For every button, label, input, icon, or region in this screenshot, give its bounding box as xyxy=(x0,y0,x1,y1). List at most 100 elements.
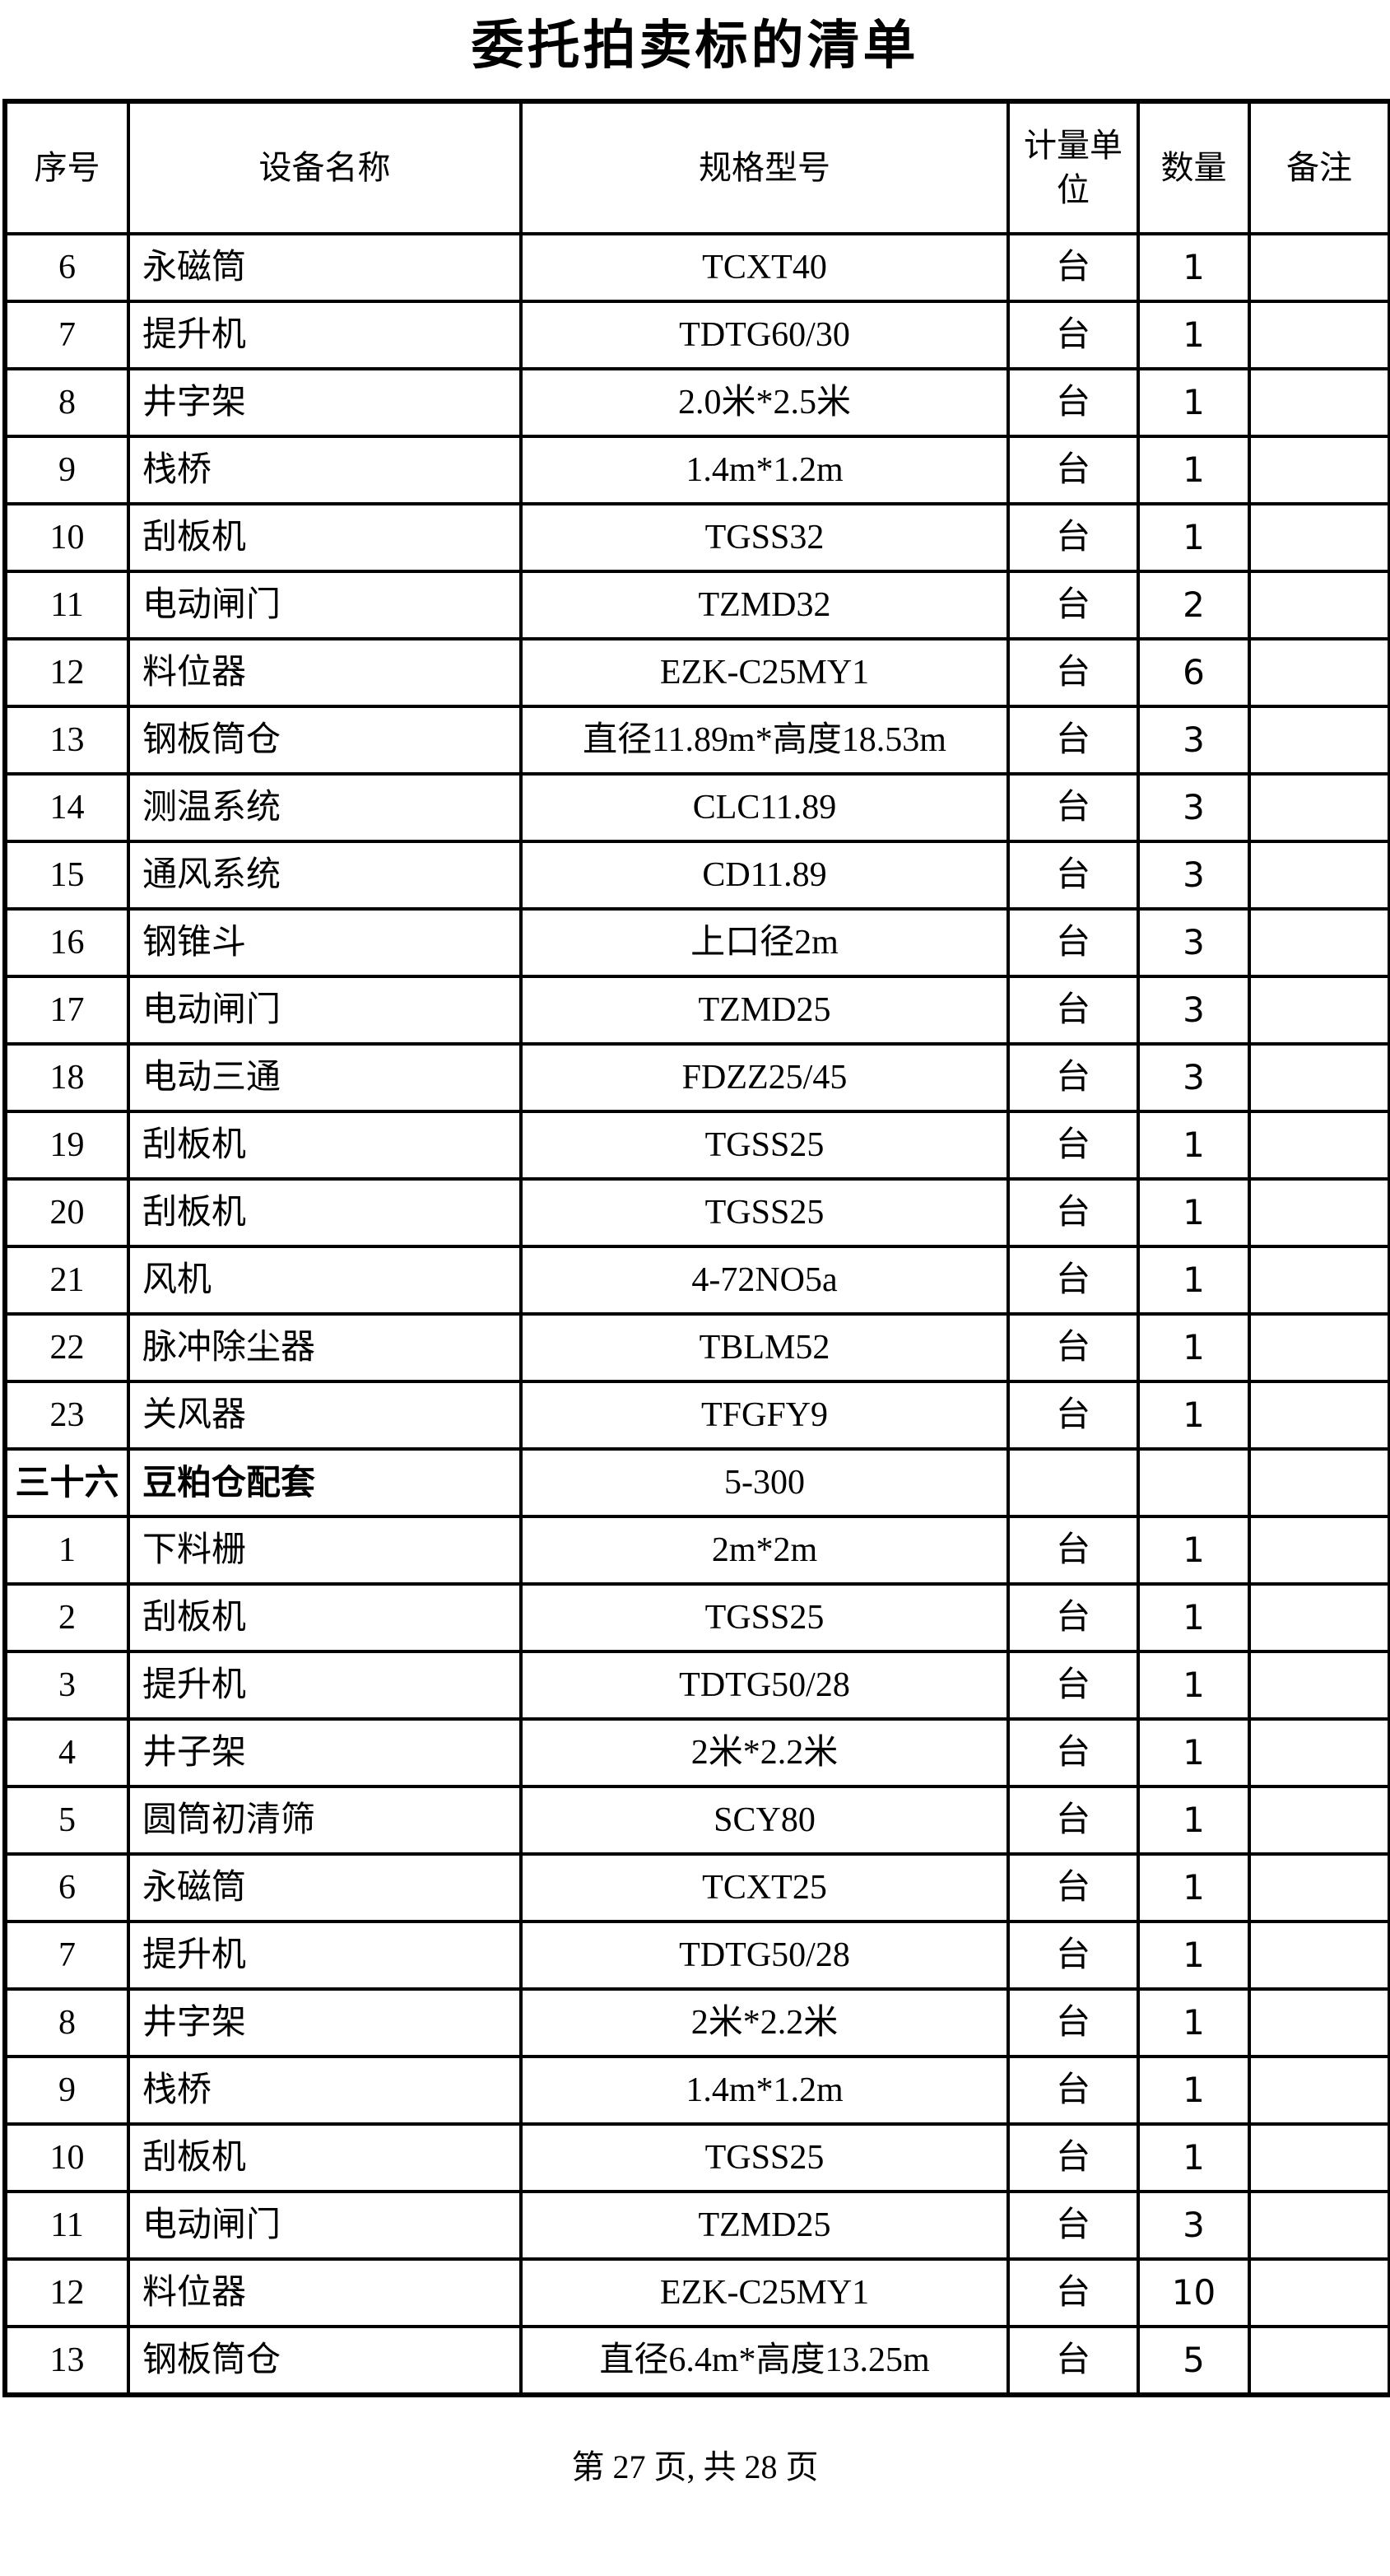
cell-equipment-name: 钢板筒仓 xyxy=(127,705,523,776)
cell-serial-number: 3 xyxy=(3,1650,130,1721)
table-row: 11 电动闸门 TZMD25 台 3 xyxy=(3,2190,1390,2261)
cell-equipment-name: 关风器 xyxy=(127,1380,523,1451)
cell-serial-number: 19 xyxy=(3,1110,130,1181)
cell-equipment-name: 电动闸门 xyxy=(127,570,523,641)
cell-remark xyxy=(1248,1042,1390,1113)
cell-quantity: 1 xyxy=(1137,2055,1251,2126)
cell-serial-number: 13 xyxy=(3,705,130,776)
cell-serial-number: 9 xyxy=(3,435,130,505)
cell-serial-number: 4 xyxy=(3,1717,130,1788)
cell-quantity: 1 xyxy=(1137,1987,1251,2058)
cell-spec-model: 2米*2.2米 xyxy=(519,1987,1010,2058)
cell-quantity: 1 xyxy=(1137,1852,1251,1923)
cell-equipment-name: 钢板筒仓 xyxy=(127,2325,523,2397)
table-header-row: 序号 设备名称 规格型号 计量单位 数量 备注 xyxy=(3,100,1390,235)
cell-serial-number: 7 xyxy=(3,1920,130,1991)
cell-spec-model: TGSS25 xyxy=(519,1582,1010,1653)
table-row: 7 提升机 TDTG50/28 台 1 xyxy=(3,1920,1390,1991)
cell-spec-model: SCY80 xyxy=(519,1785,1010,1856)
cell-unit: 台 xyxy=(1006,1042,1140,1113)
cell-equipment-name: 圆筒初清筛 xyxy=(127,1785,523,1856)
cell-equipment-name: 栈桥 xyxy=(127,2055,523,2126)
page-title: 委托拍卖标的清单 xyxy=(471,16,919,77)
cell-unit: 台 xyxy=(1006,1312,1140,1383)
cell-unit: 台 xyxy=(1006,1987,1140,2058)
cell-serial-number: 10 xyxy=(3,2122,130,2193)
table-row: 5 圆筒初清筛 SCY80 台 1 xyxy=(3,1785,1390,1856)
cell-quantity: 1 xyxy=(1137,1312,1251,1383)
cell-quantity: 1 xyxy=(1137,1177,1251,1248)
cell-equipment-name: 豆粕仓配套 xyxy=(127,1447,523,1518)
cell-quantity: 1 xyxy=(1137,1515,1251,1586)
cell-unit: 台 xyxy=(1006,840,1140,911)
cell-spec-model: 1.4m*1.2m xyxy=(519,435,1010,505)
cell-spec-model: TDTG50/28 xyxy=(519,1650,1010,1721)
cell-serial-number: 5 xyxy=(3,1785,130,1856)
cell-spec-model: TCXT25 xyxy=(519,1852,1010,1923)
cell-spec-model: 5-300 xyxy=(519,1447,1010,1518)
cell-serial-number: 20 xyxy=(3,1177,130,1248)
cell-remark xyxy=(1248,570,1390,641)
cell-equipment-name: 永磁筒 xyxy=(127,1852,523,1923)
cell-equipment-name: 提升机 xyxy=(127,1920,523,1991)
cell-serial-number: 12 xyxy=(3,637,130,708)
cell-remark xyxy=(1248,975,1390,1046)
cell-quantity: 10 xyxy=(1137,2257,1251,2328)
col-header-unit: 计量单位 xyxy=(1006,100,1140,235)
cell-equipment-name: 刮板机 xyxy=(127,2122,523,2193)
cell-unit: 台 xyxy=(1006,2055,1140,2126)
cell-equipment-name: 永磁筒 xyxy=(127,232,523,303)
cell-spec-model: TGSS25 xyxy=(519,1110,1010,1181)
table-row: 15 通风系统 CD11.89 台 3 xyxy=(3,840,1390,911)
cell-remark xyxy=(1248,2122,1390,2193)
cell-quantity: 3 xyxy=(1137,772,1251,843)
cell-remark xyxy=(1248,1785,1390,1856)
cell-equipment-name: 风机 xyxy=(127,1245,523,1316)
cell-unit: 台 xyxy=(1006,907,1140,978)
cell-unit: 台 xyxy=(1006,502,1140,573)
cell-serial-number: 8 xyxy=(3,367,130,438)
table-row: 16 钢锥斗 上口径2m 台 3 xyxy=(3,907,1390,978)
table-row: 6 永磁筒 TCXT25 台 1 xyxy=(3,1852,1390,1923)
cell-spec-model: 2米*2.2米 xyxy=(519,1717,1010,1788)
cell-spec-model: TGSS32 xyxy=(519,502,1010,573)
cell-equipment-name: 刮板机 xyxy=(127,1110,523,1181)
cell-spec-model: TDTG50/28 xyxy=(519,1920,1010,1991)
table-row: 10 刮板机 TGSS32 台 1 xyxy=(3,502,1390,573)
cell-equipment-name: 电动闸门 xyxy=(127,975,523,1046)
cell-unit: 台 xyxy=(1006,2122,1140,2193)
table-row: 12 料位器 EZK-C25MY1 台 10 xyxy=(3,2257,1390,2328)
cell-quantity: 1 xyxy=(1137,435,1251,505)
cell-quantity: 1 xyxy=(1137,232,1251,303)
cell-remark xyxy=(1248,502,1390,573)
cell-spec-model: CD11.89 xyxy=(519,840,1010,911)
cell-quantity xyxy=(1137,1447,1251,1518)
cell-spec-model: TFGFY9 xyxy=(519,1380,1010,1451)
table-body: 6 永磁筒 TCXT40 台 1 7 提升机 TDTG60/30 台 1 8 井… xyxy=(3,232,1390,2397)
cell-quantity: 3 xyxy=(1137,2190,1251,2261)
cell-remark xyxy=(1248,705,1390,776)
cell-unit: 台 xyxy=(1006,1177,1140,1248)
cell-unit: 台 xyxy=(1006,705,1140,776)
cell-spec-model: TGSS25 xyxy=(519,1177,1010,1248)
table-row: 10 刮板机 TGSS25 台 1 xyxy=(3,2122,1390,2193)
cell-unit: 台 xyxy=(1006,570,1140,641)
table-row: 6 永磁筒 TCXT40 台 1 xyxy=(3,232,1390,303)
table-row: 8 井字架 2.0米*2.5米 台 1 xyxy=(3,367,1390,438)
cell-unit xyxy=(1006,1447,1140,1518)
cell-spec-model: 直径6.4m*高度13.25m xyxy=(519,2325,1010,2397)
cell-equipment-name: 井子架 xyxy=(127,1717,523,1788)
table-row: 21 风机 4-72NO5a 台 1 xyxy=(3,1245,1390,1316)
cell-quantity: 2 xyxy=(1137,570,1251,641)
cell-quantity: 1 xyxy=(1137,1110,1251,1181)
cell-spec-model: TCXT40 xyxy=(519,232,1010,303)
table-row: 7 提升机 TDTG60/30 台 1 xyxy=(3,300,1390,370)
cell-equipment-name: 料位器 xyxy=(127,2257,523,2328)
table-row: 18 电动三通 FDZZ25/45 台 3 xyxy=(3,1042,1390,1113)
table-row: 3 提升机 TDTG50/28 台 1 xyxy=(3,1650,1390,1721)
cell-remark xyxy=(1248,1515,1390,1586)
cell-unit: 台 xyxy=(1006,975,1140,1046)
cell-quantity: 3 xyxy=(1137,1042,1251,1113)
cell-remark xyxy=(1248,2055,1390,2126)
cell-remark xyxy=(1248,2257,1390,2328)
